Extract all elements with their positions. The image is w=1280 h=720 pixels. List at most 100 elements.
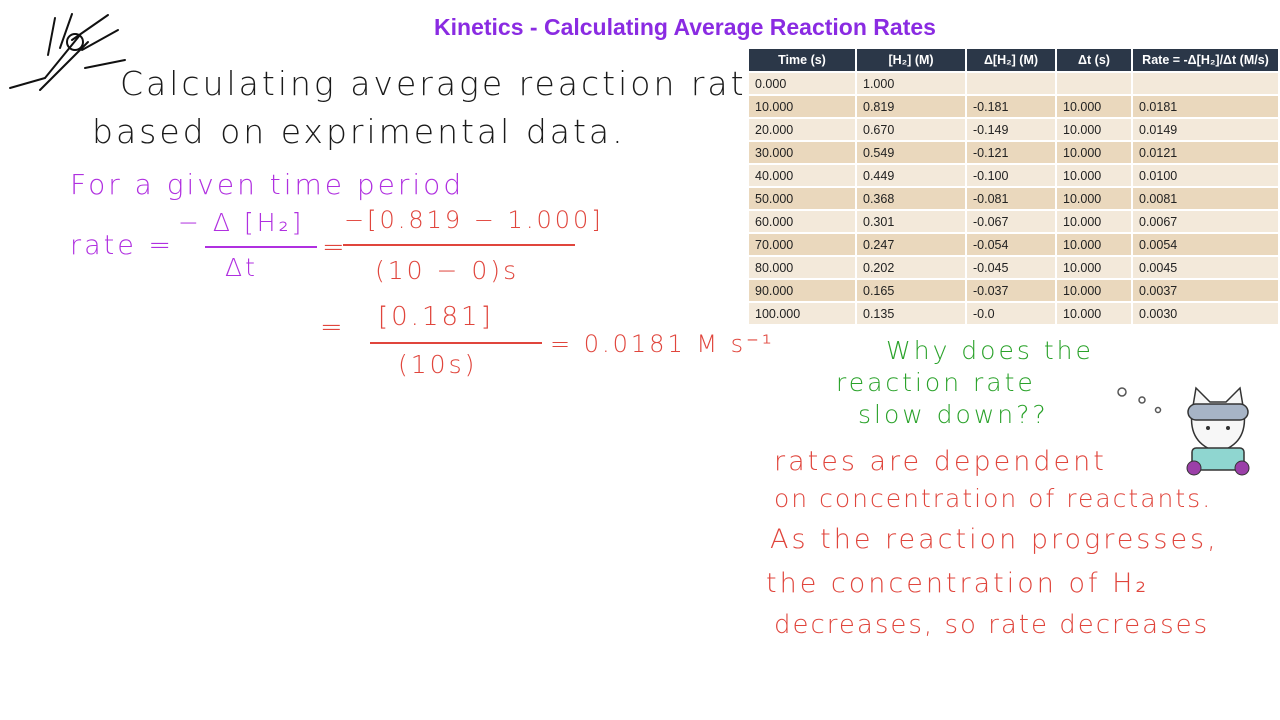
table-header-time: Time (s)	[749, 49, 857, 72]
table-cell: 10.000	[1056, 255, 1133, 279]
equals-sign-1: =	[322, 232, 348, 263]
table-cell: 0.670	[856, 117, 967, 141]
table-cell: -0.149	[966, 117, 1057, 141]
table-cell: 0.165	[856, 278, 967, 302]
table-cell: 10.000	[1056, 117, 1133, 141]
table-cell: -0.037	[966, 278, 1057, 302]
rate-denominator: Δt	[225, 253, 258, 282]
table-row: 90.000 0.165 -0.037 10.000 0.0037	[749, 278, 1280, 302]
table-cell: 100.000	[749, 301, 857, 324]
rate-label: rate =	[70, 230, 175, 261]
result-denominator: (10s)	[398, 350, 478, 379]
table-cell	[1056, 71, 1133, 95]
table-cell: 0.0045	[1132, 255, 1280, 279]
table-row: 100.000 0.135 -0.0 10.000 0.0030	[749, 301, 1280, 324]
table-header-rate: Rate = -Δ[H₂]/Δt (M/s)	[1132, 49, 1280, 72]
table-row: 0.000 1.000	[749, 71, 1280, 95]
answer-line4: the concentration of H₂	[766, 568, 1150, 599]
table-cell: 0.0030	[1132, 301, 1280, 324]
table-cell: 10.000	[1056, 94, 1133, 118]
rate-data-table: Time (s) [H₂] (M) Δ[H₂] (M) Δt (s) Rate …	[749, 49, 1280, 324]
table-cell: 0.549	[856, 140, 967, 164]
table-cell: 0.000	[749, 71, 857, 95]
table-cell: 0.449	[856, 163, 967, 187]
table-row: 20.000 0.670 -0.149 10.000 0.0149	[749, 117, 1280, 141]
table-cell: 0.0067	[1132, 209, 1280, 233]
notes-heading-line1: Calculating average reaction rates	[120, 64, 791, 103]
table-cell: 10.000	[1056, 186, 1133, 210]
table-cell: 0.202	[856, 255, 967, 279]
substitution-numerator: −[0.819 − 1.000]	[344, 206, 604, 234]
table-cell: 10.000	[1056, 209, 1133, 233]
rate-fraction-line	[205, 246, 317, 248]
table-cell: 10.000	[1056, 232, 1133, 256]
table-cell: -0.121	[966, 140, 1057, 164]
result-numerator: [0.181]	[378, 302, 494, 332]
table-cell: 30.000	[749, 140, 857, 164]
table-cell: 40.000	[749, 163, 857, 187]
table-cell: -0.081	[966, 186, 1057, 210]
table-cell: -0.100	[966, 163, 1057, 187]
table-cell: 80.000	[749, 255, 857, 279]
table-cell: 90.000	[749, 278, 857, 302]
table-row: 10.000 0.819 -0.181 10.000 0.0181	[749, 94, 1280, 118]
table-cell: 50.000	[749, 186, 857, 210]
table-header-delta-h2: Δ[H₂] (M)	[966, 49, 1057, 72]
answer-line5: decreases, so rate decreases	[774, 610, 1210, 640]
table-cell: 0.0181	[1132, 94, 1280, 118]
substitution-fraction-line	[343, 244, 575, 246]
table-cell: 10.000	[1056, 163, 1133, 187]
table-cell	[966, 71, 1057, 95]
equals-sign-2: =	[320, 312, 346, 343]
table-cell: -0.067	[966, 209, 1057, 233]
table-row: 60.000 0.301 -0.067 10.000 0.0067	[749, 209, 1280, 233]
table-cell: 0.0054	[1132, 232, 1280, 256]
table-cell: 70.000	[749, 232, 857, 256]
table-cell: 0.0037	[1132, 278, 1280, 302]
table-row: 70.000 0.247 -0.054 10.000 0.0054	[749, 232, 1280, 256]
table-cell: 10.000	[1056, 140, 1133, 164]
table-cell	[1132, 71, 1280, 95]
table-cell: 0.0149	[1132, 117, 1280, 141]
table-cell: 0.301	[856, 209, 967, 233]
answer-line2: on concentration of reactants.	[774, 484, 1213, 513]
table-row: 50.000 0.368 -0.081 10.000 0.0081	[749, 186, 1280, 210]
table-row: 80.000 0.202 -0.045 10.000 0.0045	[749, 255, 1280, 279]
notes-heading-line2: based on exprimental data.	[92, 112, 626, 151]
cat-scientist-icon	[1186, 386, 1250, 476]
table-header-delta-t: Δt (s)	[1056, 49, 1133, 72]
table-cell: 0.0121	[1132, 140, 1280, 164]
table-cell: 10.000	[1056, 301, 1133, 324]
table-cell: 0.0100	[1132, 163, 1280, 187]
table-row: 40.000 0.449 -0.100 10.000 0.0100	[749, 163, 1280, 187]
result-value: = 0.0181 M s⁻¹	[550, 330, 775, 358]
answer-line3: As the reaction progresses,	[770, 524, 1219, 555]
table-cell: 0.368	[856, 186, 967, 210]
table-header-row: Time (s) [H₂] (M) Δ[H₂] (M) Δt (s) Rate …	[749, 49, 1280, 72]
table-cell: 0.135	[856, 301, 967, 324]
notes-given-period: For a given time period	[70, 168, 465, 201]
table-header-h2: [H₂] (M)	[856, 49, 967, 72]
result-fraction-line	[370, 342, 542, 344]
table-cell: 1.000	[856, 71, 967, 95]
question-line3: slow down??	[858, 400, 1049, 429]
table-cell: -0.054	[966, 232, 1057, 256]
table-cell: -0.0	[966, 301, 1057, 324]
pencil-logo-icon	[9, 13, 126, 91]
answer-line1: rates are dependent	[774, 446, 1107, 477]
table-cell: -0.045	[966, 255, 1057, 279]
table-cell: 20.000	[749, 117, 857, 141]
substitution-denominator: (10 − 0)s	[375, 256, 520, 285]
table-cell: 10.000	[1056, 278, 1133, 302]
table-row: 30.000 0.549 -0.121 10.000 0.0121	[749, 140, 1280, 164]
table-cell: 0.819	[856, 94, 967, 118]
page-title: Kinetics - Calculating Average Reaction …	[434, 14, 936, 40]
table-cell: -0.181	[966, 94, 1057, 118]
table-cell: 10.000	[749, 94, 857, 118]
rate-numerator: − Δ [H₂]	[178, 208, 305, 237]
table-cell: 60.000	[749, 209, 857, 233]
table-cell: 0.0081	[1132, 186, 1280, 210]
question-line1: Why does the	[886, 336, 1094, 365]
table-cell: 0.247	[856, 232, 967, 256]
